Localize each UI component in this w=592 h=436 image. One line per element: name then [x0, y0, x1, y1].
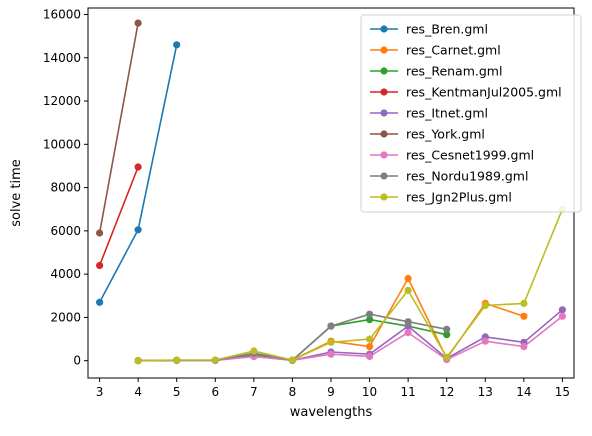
x-tick-label: 9	[327, 385, 335, 399]
series-line-2	[138, 318, 447, 362]
y-tick-label: 6000	[50, 224, 81, 238]
data-point	[134, 226, 142, 234]
legend-label: res_Jgn2Plus.gml	[406, 190, 512, 205]
data-point	[288, 356, 296, 364]
data-point	[366, 316, 374, 324]
legend-label: res_Bren.gml	[406, 22, 488, 37]
y-tick-label: 10000	[43, 137, 81, 151]
legend-marker	[380, 88, 388, 96]
legend-label: res_Carnet.gml	[406, 43, 501, 58]
series-markers	[96, 19, 567, 365]
data-point	[520, 343, 528, 351]
x-tick-label: 15	[555, 385, 570, 399]
y-tick-label: 12000	[43, 94, 81, 108]
x-tick-label: 10	[362, 385, 377, 399]
legend-marker	[380, 151, 388, 159]
data-point	[404, 318, 412, 326]
legend-label: res_KentmanJul2005.gml	[406, 85, 562, 100]
data-point	[558, 312, 567, 320]
data-point	[327, 322, 335, 330]
data-point	[443, 325, 451, 333]
data-point	[443, 331, 451, 339]
y-tick-label: 4000	[50, 267, 81, 281]
y-tick-label: 16000	[43, 7, 81, 21]
data-point	[173, 356, 181, 364]
data-point	[134, 357, 142, 365]
y-axis-ticks: 0 2000 4000 6000 8000 10000 12000 14000 16000	[43, 7, 88, 368]
y-tick-label: 2000	[50, 310, 81, 324]
data-point	[443, 353, 451, 361]
data-point	[520, 299, 528, 307]
x-tick-label: 6	[211, 385, 219, 399]
x-tick-label: 13	[478, 385, 493, 399]
data-point	[404, 274, 412, 283]
y-tick-label: 8000	[50, 181, 81, 195]
legend-label: res_Cesnet1999.gml	[406, 148, 534, 163]
x-axis-label: wavelengths	[290, 405, 373, 420]
legend-marker	[380, 172, 388, 180]
data-point	[96, 229, 104, 237]
legend-label: res_Renam.gml	[406, 64, 502, 79]
legend-label: res_Itnet.gml	[406, 106, 488, 121]
data-point	[366, 352, 374, 360]
series-lines	[98, 22, 564, 362]
data-point	[558, 306, 567, 314]
legend-label: res_Nordu1989.gml	[406, 169, 528, 184]
data-point	[520, 312, 528, 320]
x-tick-label: 3	[96, 385, 104, 399]
legend-marker	[380, 46, 388, 54]
series-line-3	[98, 166, 139, 266]
x-tick-label: 11	[401, 385, 416, 399]
legend-marker	[380, 109, 388, 117]
series-line-4	[138, 309, 563, 362]
data-point	[134, 163, 142, 171]
data-point	[173, 41, 181, 49]
data-point	[134, 19, 142, 27]
x-tick-label: 4	[134, 385, 142, 399]
data-point	[404, 286, 412, 294]
y-tick-label: 0	[73, 354, 81, 368]
legend: res_Bren.gml res_Carnet.gml res_Renam.gmlr…	[360, 14, 582, 213]
data-point	[96, 298, 104, 306]
x-tick-label: 8	[289, 385, 297, 399]
data-point	[250, 347, 258, 355]
data-point	[404, 329, 412, 337]
x-axis-ticks: 3 4 5 6 7 8 9 10 11 12 13 14 15	[96, 378, 570, 399]
x-tick-label: 5	[173, 385, 181, 399]
data-point	[366, 343, 374, 351]
y-tick-label: 14000	[43, 51, 81, 65]
data-point	[366, 335, 374, 343]
data-point	[366, 310, 374, 318]
data-point	[327, 338, 335, 346]
legend-box	[360, 14, 582, 213]
data-point	[327, 350, 335, 358]
data-point	[481, 301, 489, 310]
y-axis-label: solve time	[9, 159, 24, 227]
x-tick-label: 7	[250, 385, 258, 399]
data-point	[96, 261, 104, 270]
x-tick-label: 12	[439, 385, 454, 399]
series-line-8	[138, 208, 564, 362]
x-tick-label: 14	[516, 385, 531, 399]
legend-label: res_York.gml	[406, 127, 485, 142]
legend-marker	[380, 193, 388, 201]
legend-marker	[380, 67, 388, 75]
data-point	[481, 337, 489, 345]
legend-marker	[380, 25, 388, 33]
data-point	[211, 356, 219, 364]
series-line-5	[98, 22, 139, 234]
legend-marker	[380, 130, 388, 138]
